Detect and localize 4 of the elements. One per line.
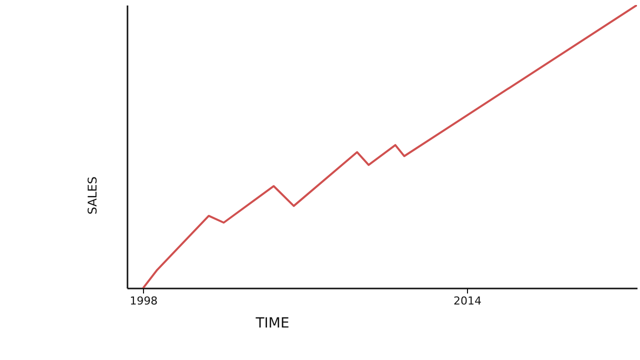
x-tick-label: 1998 xyxy=(130,294,158,308)
y-axis-title: SALES xyxy=(86,176,100,214)
x-axis-title: TIME xyxy=(254,316,290,332)
x-tick-label: 2014 xyxy=(454,294,482,308)
